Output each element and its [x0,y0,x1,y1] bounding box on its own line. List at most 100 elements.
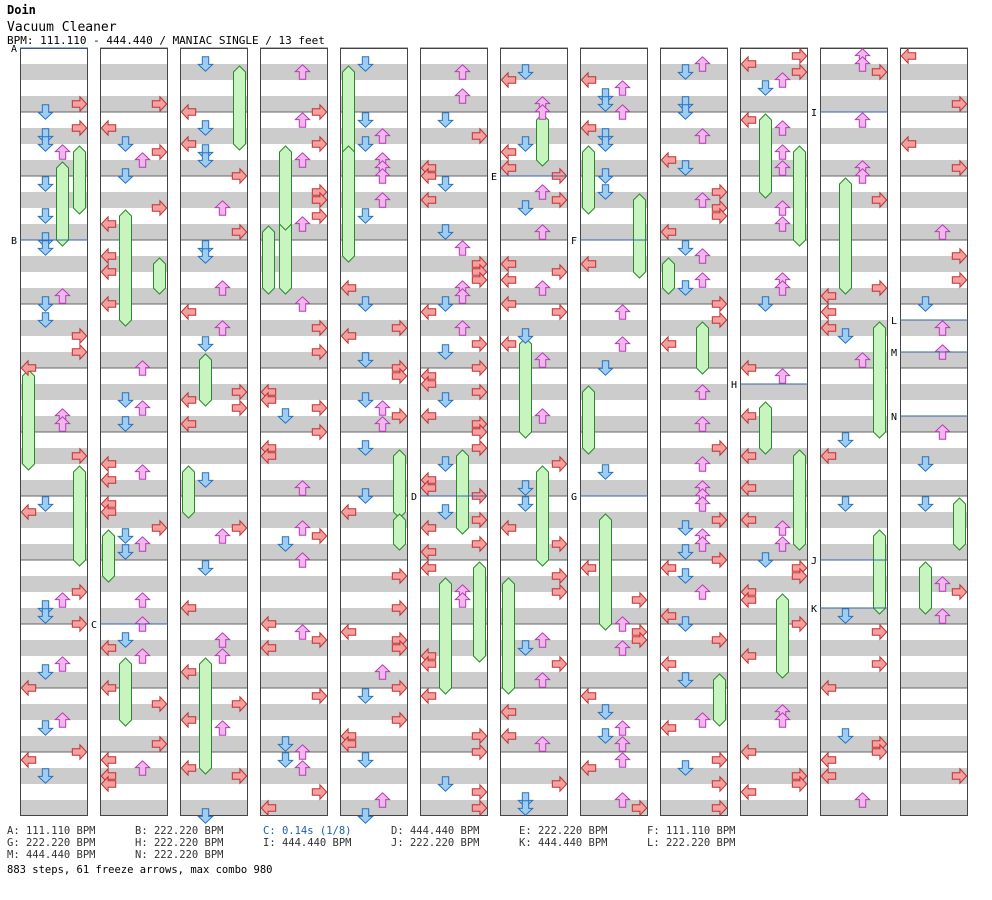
beat-band [660,288,728,304]
beat-band [100,288,168,304]
step-arrow-left [660,719,677,737]
column-border [340,48,408,816]
step-arrow-up [214,320,231,336]
beat-band [340,64,408,80]
freeze-arrow [199,657,212,775]
step-arrow-left [740,783,757,801]
beat-band [740,800,808,816]
step-arrow-left [500,255,517,273]
beat-band [100,416,168,432]
beat-band [180,96,248,112]
step-arrow-left [20,679,37,697]
beat-band [500,800,568,816]
step-arrow-down [197,56,214,72]
beat-band [100,352,168,368]
step-arrow-down [517,328,534,344]
beat-band [820,352,888,368]
beat-band [660,224,728,240]
beat-band [100,160,168,176]
beat-band [580,800,648,816]
beat-band [900,256,968,272]
step-arrow-up [454,240,471,256]
step-arrow-right [71,95,88,113]
step-arrow-left [340,735,357,753]
step-arrow-down [597,360,614,376]
beat-band [340,384,408,400]
step-arrow-up [934,224,951,240]
freeze-arrow [873,321,886,439]
beat-band [260,64,328,80]
beat-band [20,384,88,400]
step-arrow-down [597,704,614,720]
beat-band [340,128,408,144]
step-arrow-down [357,56,374,72]
step-arrow-down [37,312,54,328]
legend-entry: D: 444.440 BPM [391,825,480,837]
beat-band [340,512,408,528]
step-arrow-down [837,328,854,344]
legend-entry: M: 444.440 BPM [7,849,96,861]
beat-band [260,96,328,112]
step-arrow-down [197,248,214,264]
step-arrow-left [340,623,357,641]
beat-band [340,480,408,496]
beat-band [660,672,728,688]
step-arrow-up [294,744,311,760]
step-arrow-left [260,615,277,633]
column-border [820,48,888,816]
step-arrow-down [757,296,774,312]
beat-band [580,448,648,464]
step-arrow-up [214,528,231,544]
step-arrow-up [934,424,951,440]
beat-band [900,512,968,528]
beat-band [260,448,328,464]
beat-band [180,192,248,208]
step-arrow-right [551,191,568,209]
beat-band [900,480,968,496]
beat-band [340,576,408,592]
chart-column [340,47,408,824]
step-arrow-up [134,760,151,776]
beat-band [500,512,568,528]
beat-band [100,512,168,528]
step-arrow-left [820,767,837,785]
beat-band [740,704,808,720]
step-arrow-right [471,783,488,801]
column-border [660,48,728,816]
beat-band [260,224,328,240]
beat-band [660,768,728,784]
beat-band [20,352,88,368]
step-arrow-right [711,183,728,201]
freeze-arrow [456,449,469,535]
beat-band [660,480,728,496]
beat-band [580,704,648,720]
beat-band [100,320,168,336]
step-arrow-up [134,400,151,416]
beat-band [420,640,488,656]
beat-band [740,224,808,240]
step-arrow-up [854,168,871,184]
step-arrow-right [471,423,488,441]
step-arrow-down [117,528,134,544]
beat-band [820,768,888,784]
beat-band [740,96,808,112]
step-arrow-right [791,567,808,585]
step-arrow-down [357,136,374,152]
step-arrow-down [597,168,614,184]
step-arrow-right [791,47,808,65]
beat-band [500,576,568,592]
step-arrow-right [711,775,728,793]
freeze-arrow [953,497,966,551]
step-arrow-down [37,496,54,512]
step-arrow-right [151,143,168,161]
beat-band [420,192,488,208]
step-arrow-up [294,760,311,776]
step-arrow-down [517,200,534,216]
beat-band [20,512,88,528]
step-arrow-up [854,56,871,72]
freeze-arrow [582,145,595,215]
beat-band [660,608,728,624]
step-arrow-up [374,792,391,808]
beat-band [900,544,968,560]
step-arrow-down [117,168,134,184]
